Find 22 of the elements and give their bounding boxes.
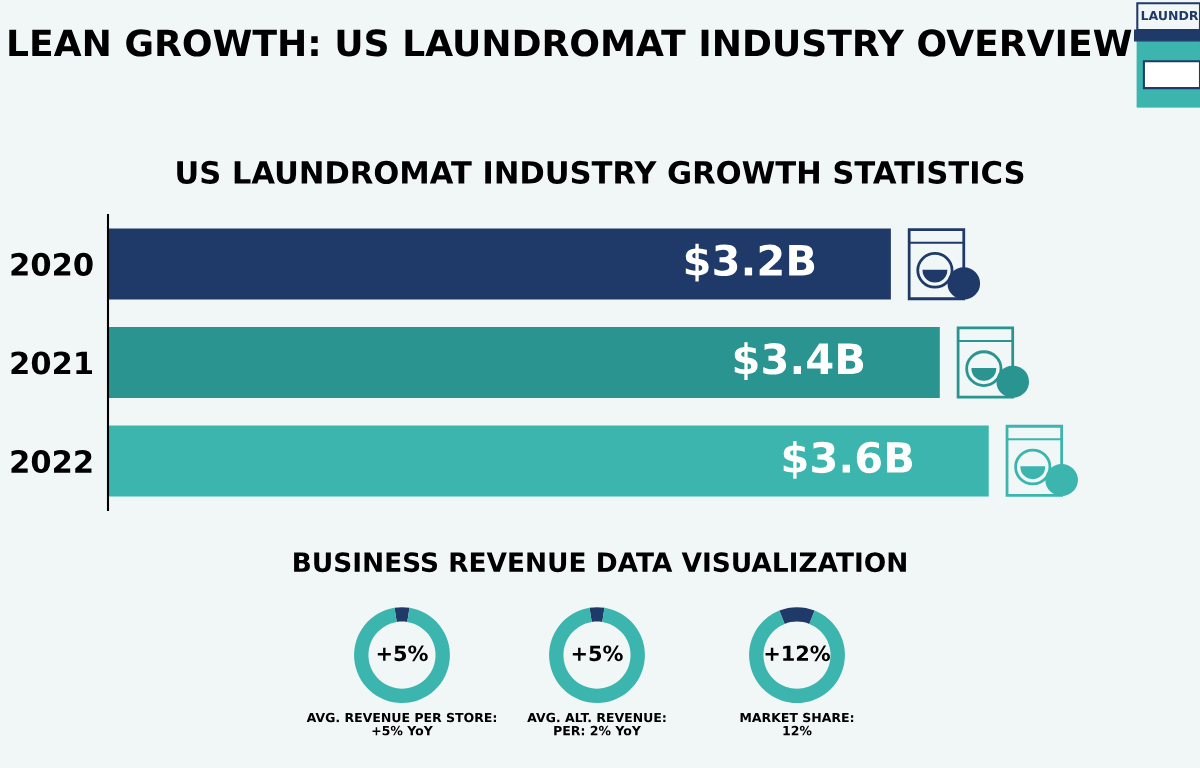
data-label: $3.4B	[734, 342, 864, 381]
y-tick-label: 2021	[11, 351, 93, 375]
text: MARKET SHARE: 12%	[740, 712, 854, 736]
chart-title: LEAN GROWTH: US LAUNDROMAT INDUSTRY OVERVIEW	[9, 29, 1132, 57]
data-label: $3.6B	[783, 440, 913, 479]
text: BUSINESS REVENUE DATA VISUALIZATION	[294, 552, 906, 573]
text: +5%	[572, 645, 623, 662]
donut-slice	[589, 607, 605, 622]
data-label: $3.2B	[685, 243, 815, 282]
text: +5%	[377, 645, 428, 662]
donut-slice	[779, 607, 815, 624]
text: LAUNDR	[1141, 11, 1199, 21]
donut-slice	[549, 607, 645, 704]
donut-slice	[749, 610, 845, 704]
text: +12%	[765, 645, 830, 662]
y-tick-label: 2020	[11, 252, 93, 276]
donut-slice	[394, 607, 410, 622]
y-tick-label: 2022	[11, 449, 92, 474]
text: AVG. REVENUE PER STORE: +5% YoY	[306, 712, 496, 736]
text: AVG. ALT. REVENUE: PER: 2% YoY	[527, 712, 666, 736]
donut-slice	[354, 607, 450, 704]
chart-subtitle: US LAUNDROMAT INDUSTRY GROWTH STATISTICS	[177, 160, 1024, 184]
